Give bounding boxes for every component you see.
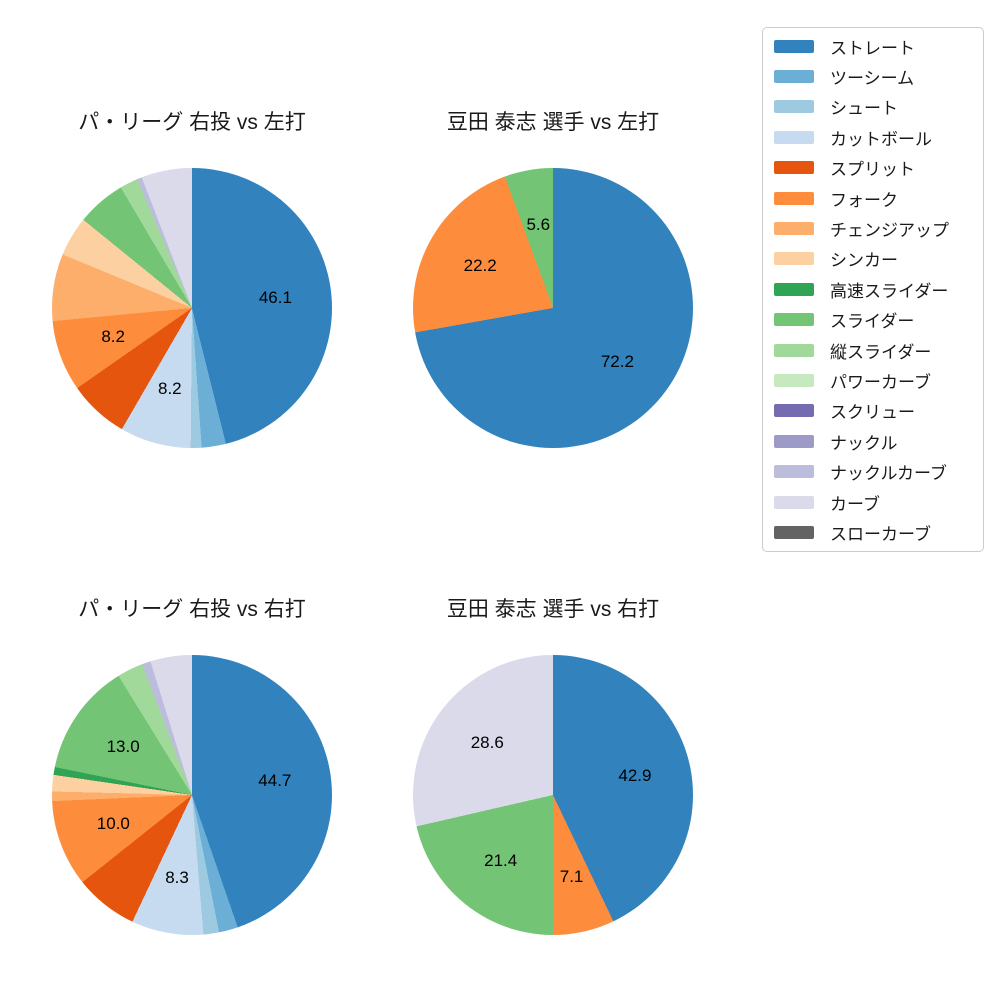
pie-chart-pa-league-vs-left: パ・リーグ 右投 vs 左打 46.1 8.2 8.2: [52, 111, 332, 448]
pie-value-label: 8.2: [101, 326, 125, 346]
legend-item: パワーカーブ: [763, 365, 983, 395]
legend-color-swatch: [774, 404, 814, 418]
chart-title: パ・リーグ 右投 vs 右打: [78, 598, 306, 621]
legend-item-label: シュート: [830, 99, 898, 119]
legend-item-label: ツーシーム: [830, 69, 915, 89]
pie-value-label: 13.0: [106, 736, 140, 756]
legend-item-label: スクリュー: [830, 403, 915, 423]
pie-value-label: 28.6: [470, 732, 504, 752]
pie-value-label: 72.2: [600, 351, 634, 371]
legend-item: シンカー: [763, 244, 983, 274]
pie-value-label: 22.2: [463, 256, 497, 276]
legend-item: ナックルカーブ: [763, 456, 983, 486]
legend-item: カットボール: [763, 122, 983, 152]
pie-value-label: 44.7: [258, 771, 292, 791]
pie-value-label: 10.0: [96, 814, 130, 834]
legend-item: スプリット: [763, 153, 983, 183]
pie-chart-pa-league-vs-right: パ・リーグ 右投 vs 右打 44.7 8.3 10.0 13.0: [52, 598, 332, 935]
legend-item: ナックル: [763, 426, 983, 456]
legend-item-label: フォーク: [830, 190, 898, 210]
legend-items: ストレートツーシームシュートカットボール スプリットフォークチェンジアップ シンカー…: [763, 31, 983, 548]
legend-color-swatch: [774, 525, 814, 539]
legend-item-label: カットボール: [830, 129, 932, 149]
legend-color-swatch: [774, 191, 814, 205]
legend-item: 高速スライダー: [763, 274, 983, 304]
legend-color-swatch: [774, 313, 814, 327]
legend-item-label: チェンジアップ: [830, 221, 949, 241]
legend-color-swatch: [774, 373, 814, 387]
legend-item: シュート: [763, 92, 983, 122]
legend: ストレートツーシームシュートカットボール スプリットフォークチェンジアップ シンカー…: [762, 27, 984, 552]
legend-item-label: シンカー: [830, 251, 898, 271]
legend-color-swatch: [774, 100, 814, 114]
pie: [52, 168, 332, 448]
legend-item-label: 縦スライダー: [830, 342, 932, 362]
legend-item-label: ストレート: [830, 38, 915, 58]
legend-item: スクリュー: [763, 396, 983, 426]
pie-value-label: 7.1: [559, 866, 584, 886]
pie-chart-mameda-vs-left: 豆田 泰志 選手 vs 左打 72.2 22.2 5.6: [413, 111, 693, 448]
pie-value-label: 8.2: [158, 379, 182, 399]
pie-value-label: 8.3: [165, 867, 189, 887]
pie-value-label: 21.4: [484, 850, 518, 870]
legend-item-label: ナックル: [830, 433, 898, 453]
legend-color-swatch: [774, 495, 814, 509]
legend-item-label: スプリット: [830, 160, 915, 180]
pie-value-label: 46.1: [258, 287, 292, 307]
legend-item-label: ナックルカーブ: [830, 464, 947, 484]
pie-chart-mameda-vs-right: 豆田 泰志 選手 vs 右打 42.9 7.1 21.4 28.6: [413, 598, 693, 935]
legend-item: チェンジアップ: [763, 213, 983, 243]
legend-item: フォーク: [763, 183, 983, 213]
legend-color-swatch: [774, 465, 814, 479]
legend-color-swatch: [774, 161, 814, 175]
legend-color-swatch: [774, 130, 814, 144]
pie-value-label: 42.9: [618, 766, 652, 786]
chart-title: 豆田 泰志 選手 vs 右打: [446, 598, 660, 621]
legend-item-label: パワーカーブ: [830, 372, 931, 392]
chart-title: パ・リーグ 右投 vs 左打: [78, 111, 306, 134]
legend-item: スローカーブ: [763, 517, 983, 547]
legend-item: スライダー: [763, 305, 983, 335]
legend-item-label: 高速スライダー: [830, 281, 949, 301]
legend-item-label: カーブ: [830, 494, 880, 514]
pie: [413, 655, 693, 935]
legend-color-swatch: [774, 343, 814, 357]
legend-color-swatch: [774, 434, 814, 448]
legend-color-swatch: [774, 252, 814, 266]
pie: [413, 168, 693, 448]
legend-color-swatch: [774, 39, 814, 53]
legend-item: カーブ: [763, 487, 983, 517]
legend-item: ストレート: [763, 31, 983, 61]
legend-item-label: スローカーブ: [830, 524, 931, 544]
legend-item: 縦スライダー: [763, 335, 983, 365]
legend-item: ツーシーム: [763, 61, 983, 91]
legend-item-label: スライダー: [830, 312, 915, 332]
chart-title: 豆田 泰志 選手 vs 左打: [446, 111, 660, 134]
pie-value-label: 5.6: [526, 215, 551, 235]
legend-color-swatch: [774, 282, 814, 296]
legend-color-swatch: [774, 222, 814, 236]
pie: [52, 655, 332, 935]
legend-color-swatch: [774, 70, 814, 84]
